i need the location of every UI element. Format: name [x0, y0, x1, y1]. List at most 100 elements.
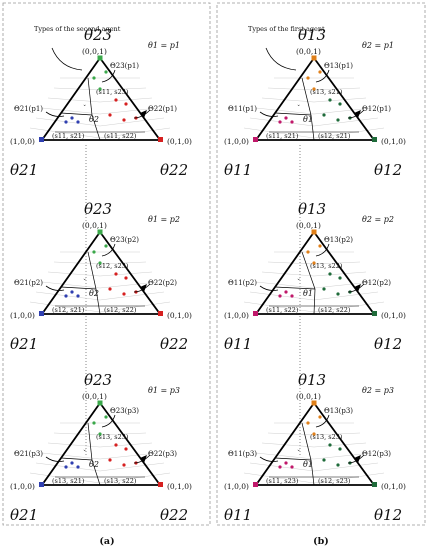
inner-label-bottom-right: (s11, s22) — [104, 132, 137, 140]
grid-line — [313, 442, 367, 448]
grid-line — [99, 107, 159, 115]
caption-b: (b) — [313, 536, 329, 547]
grid-line — [313, 301, 385, 313]
note-label: Types of the first agent — [248, 25, 325, 33]
vertex-label-right: θ22 — [160, 506, 188, 524]
vertex-marker-right — [158, 482, 163, 487]
data-point — [322, 113, 326, 117]
grid-line — [99, 442, 153, 448]
coord-left: (1,0,0) — [10, 482, 35, 491]
simplex-triangle — [254, 56, 376, 141]
inner-label-top: (s12, s23) — [96, 262, 129, 270]
partition-line — [60, 112, 93, 116]
grid-line — [249, 462, 315, 472]
data-point — [318, 244, 322, 248]
coord-top: (0,0,1) — [82, 221, 107, 230]
pointer-arrow — [259, 285, 279, 291]
region-label-top: Θ13(p1) — [324, 62, 353, 70]
data-point — [306, 76, 310, 80]
vertex-label-right: θ22 — [160, 335, 188, 353]
grid-line — [249, 291, 315, 301]
arrow-head — [354, 110, 361, 118]
region-label-top: Θ23(p3) — [110, 407, 139, 415]
partition-line — [301, 251, 316, 290]
data-point — [64, 465, 68, 469]
grid-line — [41, 452, 101, 460]
grid-line — [313, 281, 373, 289]
grid-line — [29, 472, 101, 484]
vertex-marker-left — [39, 311, 44, 316]
region-label-right: Θ12(p3) — [362, 450, 391, 458]
panel-a-frame — [2, 2, 211, 526]
inner-label-bottom-left: (s11, s21) — [52, 132, 85, 140]
grid-line — [243, 301, 315, 313]
grid-line — [35, 462, 101, 472]
grid-line — [255, 107, 315, 115]
simplex-triangle — [40, 401, 162, 486]
data-point — [76, 294, 80, 298]
grid-line — [99, 271, 153, 277]
chevron-icon: ˇ — [297, 448, 300, 457]
coord-right: (0,1,0) — [167, 137, 192, 146]
inner-label-bottom-left: (s12, s21) — [52, 306, 85, 314]
pointer-arrow — [101, 69, 116, 83]
arrow-head — [354, 455, 361, 463]
vertex-marker-left — [253, 311, 258, 316]
pointer-arrow — [45, 111, 65, 117]
mark-label: θ1 — [303, 289, 313, 298]
data-point — [98, 432, 102, 436]
note-arrow — [51, 47, 83, 71]
inner-label-bottom-left: (s11, s22) — [266, 306, 299, 314]
vertex-marker-left — [39, 137, 44, 142]
inner-label-bottom-right: (s12, s21) — [318, 132, 351, 140]
vertex-marker-top — [97, 229, 103, 235]
mark-label: θ2 — [89, 289, 99, 298]
simplex-a-3: ˇ — [29, 400, 171, 487]
inner-label-top: (s11, s23) — [96, 88, 129, 96]
pointer-arrow — [315, 69, 330, 83]
vertex-label-right: θ12 — [374, 506, 402, 524]
chevron-icon: ˇ — [297, 277, 300, 286]
inner-label-top: (s13, s22) — [310, 262, 343, 270]
inner-label-top: (s13, s23) — [310, 433, 343, 441]
region-label-top: Θ23(p1) — [110, 62, 139, 70]
vertex-label-left: θ21 — [10, 506, 38, 524]
note-label: Types of the second agent — [34, 25, 121, 33]
vertex-marker-right — [372, 482, 377, 487]
vertex-label-right: θ12 — [374, 161, 402, 179]
vertex-marker-right — [158, 311, 163, 316]
coord-left: (1,0,0) — [224, 137, 249, 146]
data-point — [114, 443, 118, 447]
data-point — [284, 461, 288, 465]
data-point — [278, 120, 282, 124]
pointer-arrow — [133, 454, 151, 464]
grid-line — [255, 281, 315, 289]
grid-line — [35, 117, 101, 127]
region-label-top: Θ13(p2) — [324, 236, 353, 244]
data-point — [108, 287, 112, 291]
pointer-arrow — [315, 414, 330, 428]
data-point — [114, 272, 118, 276]
data-point — [114, 98, 118, 102]
data-point — [312, 432, 316, 436]
region-label-left: Θ21(p3) — [14, 450, 43, 458]
coord-right: (0,1,0) — [381, 482, 406, 491]
data-point — [322, 458, 326, 462]
data-point — [70, 461, 74, 465]
pointer-arrow — [133, 109, 151, 119]
simplex-triangle — [254, 230, 376, 315]
data-point — [312, 261, 316, 265]
grid-line — [243, 127, 315, 139]
partition-line — [301, 77, 312, 116]
pointer-arrow — [315, 243, 330, 257]
region-label-left: Θ21(p2) — [14, 279, 43, 287]
vertex-label-top: θ13 — [298, 371, 326, 389]
vertex-marker-top — [311, 55, 317, 61]
inner-label-bottom-right: (s12, s22) — [318, 306, 351, 314]
region-label-right: Θ22(p1) — [148, 105, 177, 113]
pointer-arrow — [259, 456, 279, 462]
arrow-head — [140, 110, 147, 118]
vertex-label-left: θ21 — [10, 161, 38, 179]
grid-line — [47, 442, 101, 448]
